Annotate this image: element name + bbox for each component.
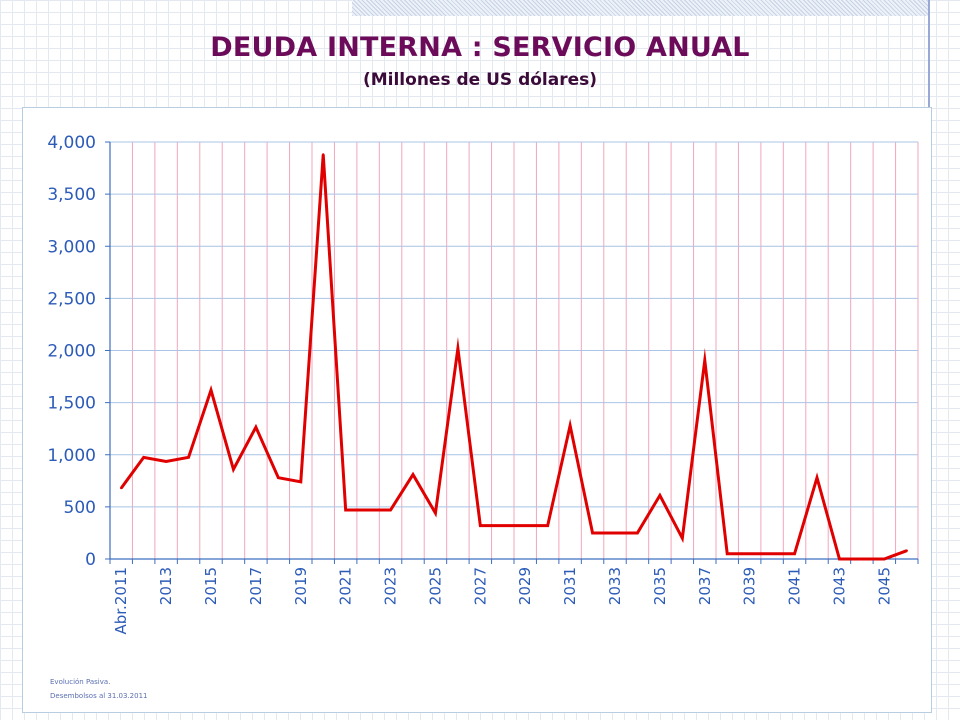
x-tick-label: 2019: [292, 567, 310, 605]
header-right-rule: [928, 0, 930, 108]
y-tick-label: 2,500: [47, 289, 96, 309]
x-tick-label: 2035: [651, 567, 669, 605]
x-tick-label: 2039: [741, 567, 759, 605]
data-point: [703, 359, 706, 362]
header-hatch-band: [352, 0, 928, 16]
data-point: [299, 480, 302, 484]
y-tick-label: 500: [64, 498, 96, 518]
data-point: [793, 552, 796, 555]
data-point: [411, 473, 415, 476]
y-tick-label: 0: [85, 550, 96, 570]
data-point: [748, 552, 751, 555]
data-point: [164, 460, 168, 463]
y-tick-label: 1,000: [47, 446, 96, 466]
series-line: [120, 154, 908, 561]
data-point: [322, 153, 325, 156]
x-tick-label: 2029: [516, 567, 534, 605]
page-title: DEUDA INTERNA : SERVICIO ANUAL: [210, 32, 750, 63]
y-tick-label: 3,000: [47, 237, 96, 257]
data-point: [389, 508, 392, 512]
data-point: [568, 424, 572, 427]
x-tick-label: 2045: [875, 567, 893, 605]
x-tick-label: 2031: [561, 567, 579, 605]
data-point: [254, 425, 258, 429]
data-point: [187, 456, 190, 459]
data-point: [815, 476, 819, 479]
data-point: [681, 536, 684, 540]
data-point: [591, 531, 594, 535]
x-tick-label: 2027: [471, 567, 489, 605]
x-tick-label: Abr.2011: [112, 567, 130, 635]
x-tick-label: 2017: [247, 567, 265, 605]
data-point: [479, 524, 482, 527]
data-point: [636, 531, 639, 535]
y-tick-label: 2,000: [47, 342, 96, 362]
data-point: [344, 508, 347, 512]
data-point: [232, 468, 235, 471]
footnote-date: Desembolsos al 31.03.2011: [50, 692, 148, 700]
page-subtitle: (Millones de US dólares): [362, 70, 598, 90]
x-tick-label: 2023: [382, 567, 400, 605]
data-point: [366, 508, 370, 512]
y-tick-label: 4,000: [47, 133, 96, 153]
x-tick-label: 2043: [830, 567, 848, 605]
data-point: [726, 552, 729, 555]
data-point: [434, 511, 437, 515]
x-tick-label: 2041: [786, 567, 804, 605]
x-tick-label: 2015: [202, 567, 220, 605]
x-tick-label: 2021: [337, 567, 355, 605]
x-tick-label: 2037: [696, 567, 714, 605]
data-point: [658, 494, 662, 497]
data-point: [883, 557, 886, 561]
chart-panel: [22, 107, 932, 713]
data-point: [770, 552, 774, 555]
x-tick-label: 2013: [157, 567, 175, 605]
x-tick-label: 2033: [606, 567, 624, 605]
data-point: [860, 557, 864, 561]
data-point: [613, 531, 617, 535]
data-point: [277, 476, 280, 479]
data-point: [209, 388, 213, 392]
data-point: [120, 486, 123, 490]
data-point: [524, 524, 527, 527]
footnote-source: Evolución Pasiva.: [50, 678, 111, 686]
data-point: [501, 524, 504, 527]
y-tick-label: 3,500: [47, 185, 96, 205]
data-point: [546, 524, 549, 527]
data-point: [838, 557, 841, 561]
data-point: [905, 549, 908, 552]
x-tick-label: 2025: [426, 567, 444, 605]
data-point: [456, 347, 460, 350]
y-tick-label: 1,500: [47, 394, 96, 414]
data-point: [142, 456, 145, 459]
